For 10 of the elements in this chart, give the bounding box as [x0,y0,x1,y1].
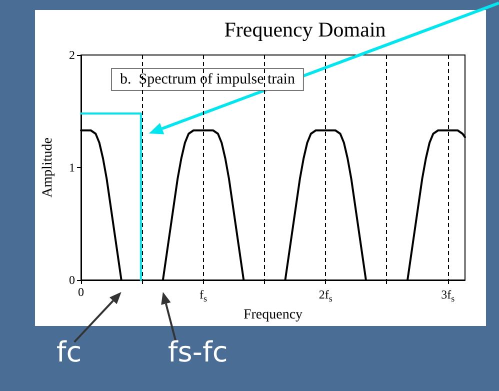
y-tick-label: 1 [69,160,75,174]
annotation: b. Spectrum of impulse train [120,72,296,88]
annotation: fc [56,336,82,368]
chart-title: Frequency Domain [224,18,386,42]
y-tick-label: 2 [69,48,75,62]
x-tick-label: 0 [78,285,84,299]
x-axis-title: Frequency [243,308,303,322]
y-tick-label: 0 [69,273,75,287]
annotation: fs-fc [168,336,228,368]
y-axis-title: Amplitude [40,138,56,198]
